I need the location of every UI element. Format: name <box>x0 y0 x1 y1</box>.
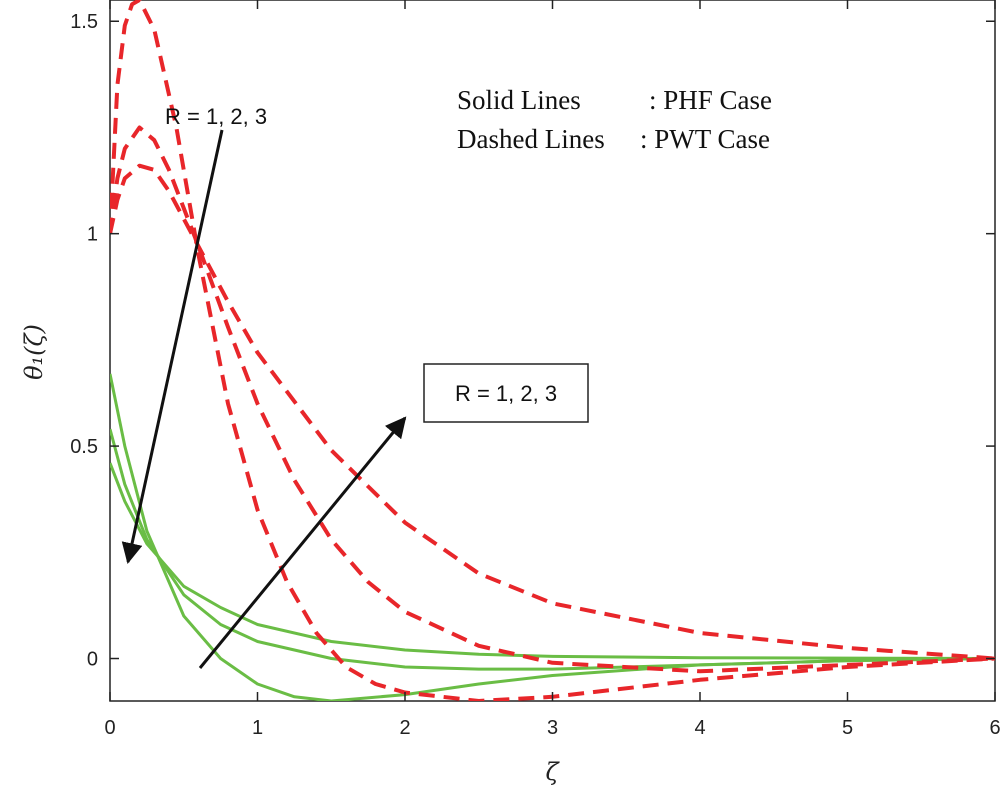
r-box-label: R = 1, 2, 3 <box>455 381 557 406</box>
x-tick-label: 1 <box>252 717 263 739</box>
r-label-left: R = 1, 2, 3 <box>165 104 267 129</box>
y-tick-label: 0.5 <box>70 436 98 458</box>
r-box <box>423 363 589 423</box>
x-tick-label: 6 <box>989 717 1000 739</box>
line-style-legend: Solid Lines : PHF Case Dashed Lines : PW… <box>457 85 772 154</box>
r-decrease-arrow <box>121 129 224 565</box>
x-tick-label: 5 <box>842 717 853 739</box>
dashed-series-line-4 <box>110 0 995 701</box>
solid-series-line-1 <box>110 373 995 701</box>
legend-solid-value: : PHF Case <box>649 85 772 115</box>
y-tick-label: 0 <box>87 649 98 671</box>
x-tick-label: 2 <box>399 717 410 739</box>
y-tick-label: 1 <box>87 224 98 246</box>
x-axis-label: ζ <box>545 758 560 786</box>
legend-solid-key: Solid Lines <box>457 85 581 115</box>
x-tick-label: 3 <box>547 717 558 739</box>
ticks-layer: 0 1 2 3 4 5 6 0 0.5 1 1.5 <box>70 0 1001 739</box>
solid-series-line-2 <box>110 428 995 671</box>
legend-dashed-value: : PWT Case <box>640 124 770 154</box>
x-tick-label: 0 <box>104 717 115 739</box>
legend-dashed-key: Dashed Lines <box>457 124 605 154</box>
dashed-series-line-5 <box>110 125 995 674</box>
series-layer <box>110 0 995 701</box>
r-increase-arrow <box>198 416 407 669</box>
x-tick-label: 4 <box>694 717 705 739</box>
y-axis-label: θ₁(ζ) <box>20 324 48 380</box>
y-tick-label: 1.5 <box>70 11 98 33</box>
solid-series-line-3 <box>110 462 995 660</box>
